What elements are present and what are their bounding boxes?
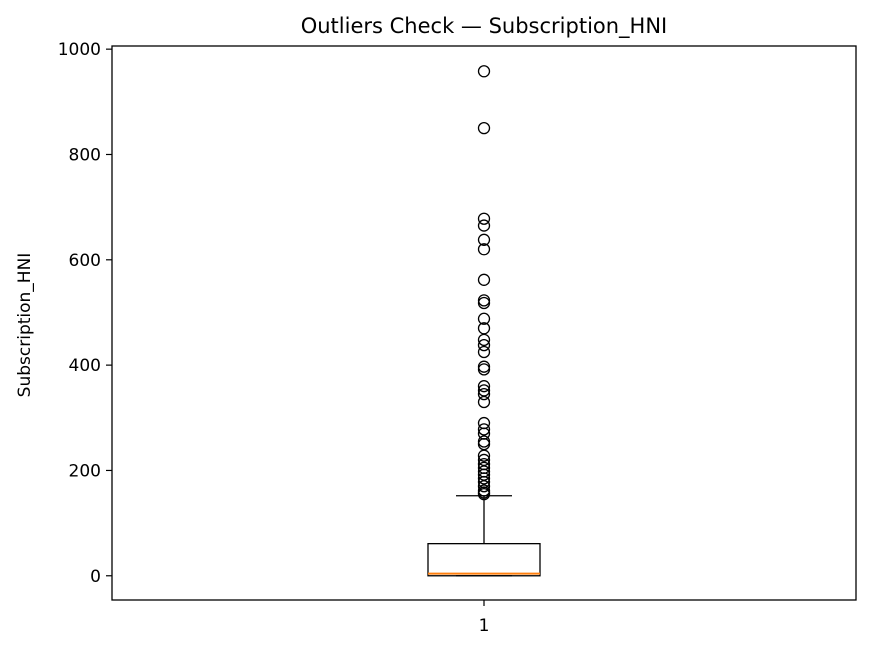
y-tick-label: 600 [69, 251, 101, 271]
outlier-point [477, 322, 491, 335]
outlier-point [477, 380, 491, 393]
outlier-point [477, 122, 491, 135]
outlier-point [477, 296, 491, 310]
outlier-point [477, 453, 491, 467]
outlier-point [477, 461, 491, 474]
outlier-point [477, 212, 491, 225]
plot-frame [111, 45, 857, 601]
plot-area: 0 200 400 600 800 1000 1 [58, 40, 541, 636]
y-tick-label: 400 [69, 356, 101, 376]
outlier-point [477, 416, 491, 430]
outlier-point [477, 423, 491, 436]
outlier-point [477, 437, 491, 451]
chart-title: Outliers Check — Subscription_HNI [301, 14, 668, 39]
outlier-point [477, 484, 491, 497]
outlier-point [477, 243, 491, 256]
x-tick-label: 1 [479, 616, 490, 636]
outlier-point [477, 363, 491, 376]
outlier-point [477, 65, 491, 78]
outlier-point [477, 384, 491, 397]
outlier-point [477, 338, 491, 352]
y-tick-label: 800 [69, 145, 101, 165]
outlier-point [477, 273, 491, 286]
y-axis-label: Subscription_HNI [15, 253, 35, 398]
y-tick-label: 1000 [58, 40, 101, 60]
outlier-point [477, 312, 491, 325]
outlier-point [477, 345, 491, 359]
outlier-point [477, 219, 491, 232]
outlier-point [477, 435, 491, 448]
outlier-point [477, 387, 491, 401]
iqr-box [427, 543, 541, 577]
outlier-point [477, 294, 491, 307]
y-tick-label: 0 [90, 567, 101, 587]
outlier-point [477, 360, 491, 373]
outlier-point [477, 457, 491, 471]
outlier-point [477, 233, 491, 246]
y-tick-label: 200 [69, 461, 101, 481]
